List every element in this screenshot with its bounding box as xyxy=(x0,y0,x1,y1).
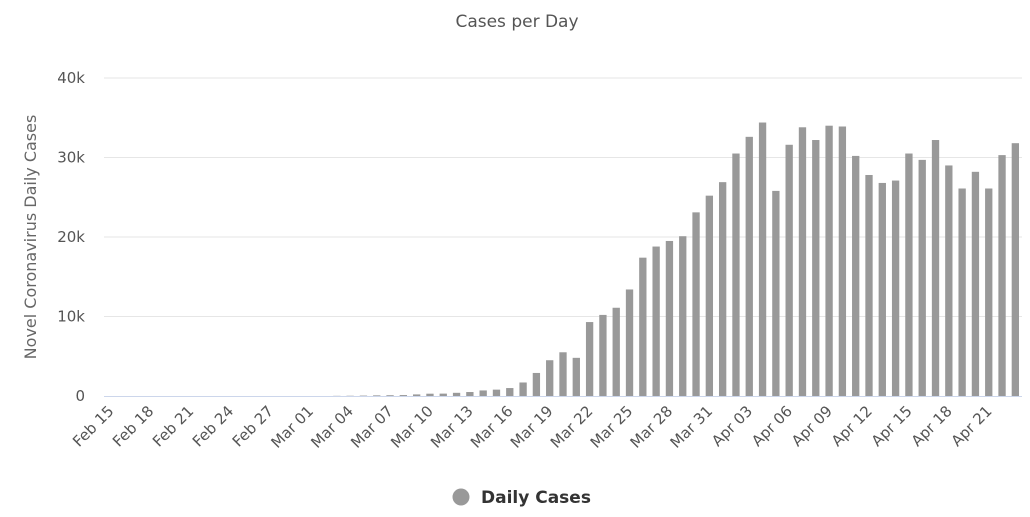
y-axis-label: Novel Coronavirus Daily Cases xyxy=(21,115,40,360)
bar[interactable] xyxy=(652,246,660,396)
bar[interactable] xyxy=(1011,143,1020,396)
y-tick-label: 30k xyxy=(57,149,85,167)
bar[interactable] xyxy=(639,257,647,396)
x-tick-label: Mar 07 xyxy=(347,402,397,452)
bar[interactable] xyxy=(546,360,554,396)
x-tick-label: Apr 18 xyxy=(908,402,956,450)
y-tick-label: 0 xyxy=(75,387,85,405)
bar[interactable] xyxy=(466,392,474,396)
y-tick-label: 10k xyxy=(57,308,85,326)
bar[interactable] xyxy=(745,136,753,396)
bar[interactable] xyxy=(479,390,487,396)
bar[interactable] xyxy=(519,382,527,396)
bar[interactable] xyxy=(878,182,886,396)
x-tick-label: Apr 15 xyxy=(868,402,916,450)
bar[interactable] xyxy=(373,395,381,397)
bar[interactable] xyxy=(971,171,980,396)
chart-title: Cases per Day xyxy=(455,12,578,32)
legend-marker-icon xyxy=(452,488,470,506)
x-tick-label: Apr 09 xyxy=(788,402,836,450)
bar[interactable] xyxy=(998,155,1006,396)
bars xyxy=(333,122,1020,397)
bar[interactable] xyxy=(625,289,634,396)
bar[interactable] xyxy=(532,372,541,396)
bar[interactable] xyxy=(958,188,966,396)
bar[interactable] xyxy=(559,352,567,396)
bar[interactable] xyxy=(798,127,807,396)
x-tick-label: Apr 12 xyxy=(828,402,876,450)
bar[interactable] xyxy=(506,388,514,396)
bar[interactable] xyxy=(612,307,620,396)
x-tick-label: Mar 04 xyxy=(307,402,357,452)
bar[interactable] xyxy=(785,144,793,396)
bar[interactable] xyxy=(439,393,447,396)
bar[interactable] xyxy=(905,153,913,396)
x-tick-label: Mar 28 xyxy=(627,402,677,452)
bar[interactable] xyxy=(492,389,501,396)
x-tick-label: Apr 03 xyxy=(708,402,756,450)
bar[interactable] xyxy=(918,159,926,396)
bar[interactable] xyxy=(572,357,580,396)
x-tick-label: Feb 21 xyxy=(149,402,197,450)
bar[interactable] xyxy=(865,174,873,396)
x-tick-label: Mar 25 xyxy=(587,402,637,452)
bar[interactable] xyxy=(692,212,700,396)
bar[interactable] xyxy=(758,122,767,397)
x-tick-label: Apr 06 xyxy=(748,402,796,450)
bar[interactable] xyxy=(412,394,421,396)
x-tick-label: Mar 01 xyxy=(267,402,317,452)
bar[interactable] xyxy=(399,395,408,396)
x-tick-label: Mar 19 xyxy=(507,402,557,452)
bar[interactable] xyxy=(585,322,594,396)
x-tick-label: Feb 18 xyxy=(109,402,157,450)
legend-label: Daily Cases xyxy=(481,488,591,508)
bar[interactable] xyxy=(931,140,940,396)
bar[interactable] xyxy=(386,395,394,397)
x-tick-label: Feb 15 xyxy=(69,402,117,450)
bar[interactable] xyxy=(665,240,674,396)
bar[interactable] xyxy=(945,165,953,396)
x-tick-label: Mar 10 xyxy=(387,402,437,452)
bar[interactable] xyxy=(718,182,727,396)
x-tick-label: Apr 21 xyxy=(948,402,996,450)
bar[interactable] xyxy=(452,392,461,396)
x-tick-label: Mar 31 xyxy=(667,402,717,452)
bar[interactable] xyxy=(705,195,714,396)
bar[interactable] xyxy=(599,314,607,396)
bar[interactable] xyxy=(426,393,434,396)
x-tick-label: Feb 24 xyxy=(189,402,237,450)
x-tick-label: Mar 16 xyxy=(467,402,517,452)
y-tick-label: 20k xyxy=(57,228,85,246)
bar[interactable] xyxy=(732,153,740,396)
legend[interactable]: Daily Cases xyxy=(452,488,591,508)
y-tick-label: 40k xyxy=(57,69,85,87)
x-tick-label: Mar 22 xyxy=(547,402,597,452)
bar[interactable] xyxy=(825,125,833,396)
bar[interactable] xyxy=(772,190,780,396)
bar[interactable] xyxy=(812,140,820,396)
bar[interactable] xyxy=(679,236,687,396)
bar[interactable] xyxy=(985,188,993,396)
bar[interactable] xyxy=(838,126,847,397)
bar[interactable] xyxy=(852,155,860,396)
x-tick-label: Feb 27 xyxy=(229,402,277,450)
y-axis-ticks: 0 10k 20k 30k 40k xyxy=(57,69,85,405)
x-tick-label: Mar 13 xyxy=(427,402,477,452)
bar[interactable] xyxy=(891,180,900,396)
